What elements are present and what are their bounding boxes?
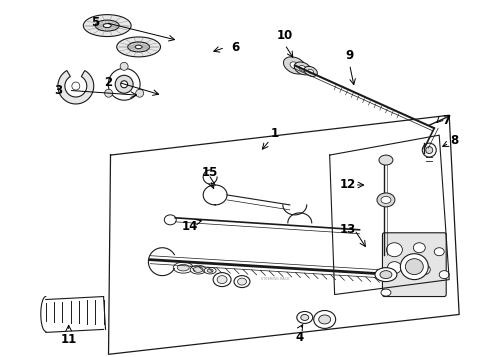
Text: 2: 2 <box>104 76 112 89</box>
Text: 14: 14 <box>182 220 198 233</box>
Ellipse shape <box>376 193 394 207</box>
Ellipse shape <box>318 315 330 324</box>
Ellipse shape <box>217 276 227 283</box>
Ellipse shape <box>298 66 306 71</box>
Ellipse shape <box>127 42 149 52</box>
Ellipse shape <box>83 15 131 36</box>
Ellipse shape <box>386 243 402 257</box>
Ellipse shape <box>313 311 335 328</box>
Text: 6: 6 <box>230 41 239 54</box>
Ellipse shape <box>405 259 423 275</box>
Ellipse shape <box>105 89 112 97</box>
Ellipse shape <box>212 273 230 287</box>
Ellipse shape <box>121 81 127 88</box>
Ellipse shape <box>177 265 189 271</box>
Text: 5: 5 <box>91 16 100 29</box>
Ellipse shape <box>204 267 216 274</box>
Text: 15: 15 <box>201 166 218 178</box>
Ellipse shape <box>136 89 143 97</box>
Ellipse shape <box>307 69 313 74</box>
Ellipse shape <box>387 262 401 273</box>
Ellipse shape <box>103 24 111 27</box>
Ellipse shape <box>234 276 249 288</box>
Ellipse shape <box>439 271 448 278</box>
Ellipse shape <box>300 315 308 321</box>
Ellipse shape <box>412 243 424 253</box>
FancyBboxPatch shape <box>382 233 445 297</box>
Polygon shape <box>58 71 93 104</box>
Text: 7: 7 <box>441 114 449 127</box>
Text: 10: 10 <box>276 29 292 42</box>
Text: 13: 13 <box>339 223 355 236</box>
Ellipse shape <box>117 37 160 57</box>
Text: 1: 1 <box>270 127 278 140</box>
Ellipse shape <box>193 267 203 272</box>
Text: 11: 11 <box>60 333 76 346</box>
Text: 9: 9 <box>345 49 353 62</box>
Text: 12: 12 <box>339 178 355 191</box>
Ellipse shape <box>433 248 443 256</box>
Ellipse shape <box>400 254 427 280</box>
Ellipse shape <box>418 265 429 275</box>
Text: 8: 8 <box>449 134 457 147</box>
Ellipse shape <box>207 269 212 272</box>
Ellipse shape <box>425 147 432 154</box>
Ellipse shape <box>296 311 312 323</box>
Ellipse shape <box>190 265 206 274</box>
Ellipse shape <box>303 66 317 76</box>
Ellipse shape <box>135 45 142 49</box>
Text: STEERING RACK: STEERING RACK <box>260 277 288 281</box>
Text: 3: 3 <box>55 84 62 97</box>
Ellipse shape <box>173 262 193 273</box>
Ellipse shape <box>380 289 390 296</box>
Ellipse shape <box>294 62 311 75</box>
Ellipse shape <box>164 215 176 225</box>
Ellipse shape <box>283 57 305 74</box>
Text: 4: 4 <box>295 331 303 344</box>
Ellipse shape <box>422 143 435 157</box>
Ellipse shape <box>72 82 80 90</box>
Ellipse shape <box>108 68 140 100</box>
Ellipse shape <box>379 271 391 278</box>
Ellipse shape <box>237 278 246 285</box>
Ellipse shape <box>380 196 390 203</box>
Ellipse shape <box>374 268 396 282</box>
Ellipse shape <box>115 75 133 93</box>
Ellipse shape <box>289 62 299 69</box>
Ellipse shape <box>95 20 119 31</box>
Ellipse shape <box>378 155 392 165</box>
Ellipse shape <box>120 62 128 70</box>
